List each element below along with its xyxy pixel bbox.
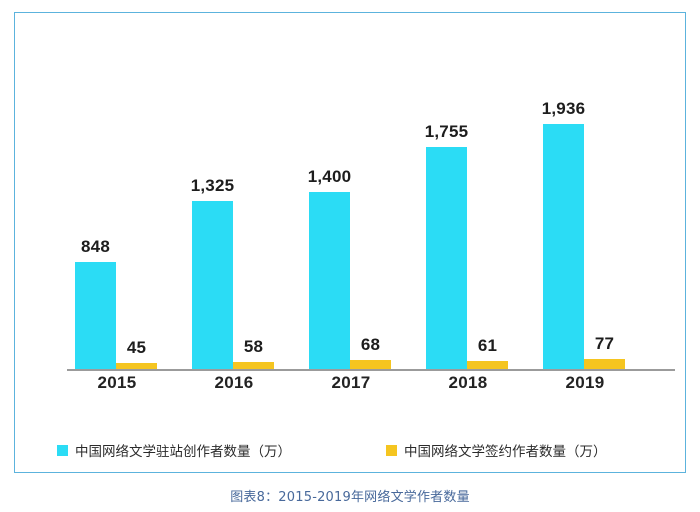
bar-primary-2016[interactable] xyxy=(192,201,233,369)
legend-swatch-icon-primary xyxy=(57,444,68,456)
legend-swatch-icon-secondary xyxy=(386,444,397,456)
x-axis-line xyxy=(67,369,675,371)
bar-secondary-2015[interactable] xyxy=(116,363,157,369)
x-tick-2018: 2018 xyxy=(448,373,488,392)
bar-label-primary-2016: 1,325 xyxy=(190,176,235,195)
bar-label-primary-2017: 1,400 xyxy=(307,167,352,186)
bar-secondary-2017[interactable] xyxy=(350,360,391,369)
bar-group-2017: 1,400 68 xyxy=(301,49,401,369)
x-axis-tick-labels: 2015 2016 2017 2018 2019 xyxy=(67,373,675,399)
bar-label-secondary-2015: 45 xyxy=(126,338,147,357)
plot-area: 848 45 1,325 58 1,400 68 1,755 xyxy=(67,33,675,371)
bar-secondary-2018[interactable] xyxy=(467,361,508,369)
legend-label-secondary: 中国网络文学签约作者数量（万） xyxy=(404,444,607,460)
bar-label-secondary-2019: 77 xyxy=(594,334,615,353)
bar-secondary-2016[interactable] xyxy=(233,362,274,369)
x-tick-2015: 2015 xyxy=(97,373,137,392)
x-tick-2016: 2016 xyxy=(214,373,254,392)
chart-legend: 中国网络文学驻站创作者数量（万） 中国网络文学签约作者数量（万） xyxy=(57,437,657,463)
x-tick-2017: 2017 xyxy=(331,373,371,392)
bar-label-secondary-2018: 61 xyxy=(477,336,498,355)
bar-primary-2019[interactable] xyxy=(543,124,584,369)
x-tick-2019: 2019 xyxy=(565,373,605,392)
legend-item-primary[interactable]: 中国网络文学驻站创作者数量（万） xyxy=(57,437,291,463)
bar-primary-2017[interactable] xyxy=(309,192,350,369)
bar-label-secondary-2016: 58 xyxy=(243,337,264,356)
legend-label-primary: 中国网络文学驻站创作者数量（万） xyxy=(75,444,291,460)
bar-group-2018: 1,755 61 xyxy=(418,49,518,369)
bar-primary-2015[interactable] xyxy=(75,262,116,369)
figure-caption: 图表8：2015-2019年网络文学作者数量 xyxy=(230,490,470,505)
bar-label-primary-2015: 848 xyxy=(81,237,110,256)
chart-frame: 848 45 1,325 58 1,400 68 1,755 xyxy=(14,12,686,473)
bar-group-2019: 1,936 77 xyxy=(535,49,635,369)
bar-group-2015: 848 45 xyxy=(67,49,167,369)
bar-group-2016: 1,325 58 xyxy=(184,49,284,369)
bar-label-primary-2018: 1,755 xyxy=(424,122,469,141)
bar-label-primary-2019: 1,936 xyxy=(541,99,586,118)
legend-item-secondary[interactable]: 中国网络文学签约作者数量（万） xyxy=(386,437,607,463)
bar-label-secondary-2017: 68 xyxy=(360,335,381,354)
bar-secondary-2019[interactable] xyxy=(584,359,625,369)
bar-primary-2018[interactable] xyxy=(426,147,467,369)
